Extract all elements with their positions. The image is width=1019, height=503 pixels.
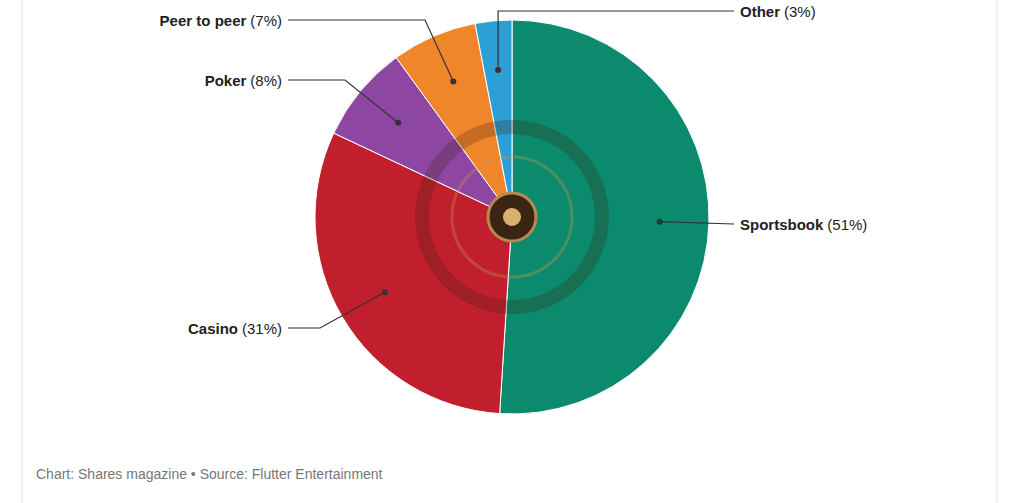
value-label: (31%) (242, 320, 282, 337)
value-label: (3%) (784, 3, 816, 20)
labels: Sportsbook(51%) Casino(31%) Poker(8%) Peer … (160, 3, 868, 337)
leader-dot (382, 289, 388, 295)
source: Chart: Shares magazine • Source: Flutter… (36, 466, 383, 482)
slice-label: Sportsbook(51%) (740, 216, 867, 233)
wheel-ring (452, 157, 572, 277)
slice-label: Other(3%) (740, 3, 816, 20)
category-name: Peer to peer (160, 12, 247, 29)
leader-line (498, 11, 734, 70)
leader-dot (395, 120, 401, 126)
category-name: Sportsbook (740, 216, 824, 233)
category-name: Other (740, 3, 780, 20)
frame-line (997, 0, 998, 503)
pie-slice (475, 20, 512, 217)
leader-line (660, 222, 734, 224)
leader-line (288, 20, 453, 81)
category-name: Casino (188, 320, 238, 337)
wheel-ring (422, 127, 602, 307)
slices (315, 20, 709, 414)
chart: Sportsbook(51%) Casino(31%) Poker(8%) Peer … (0, 0, 1019, 503)
leader-dot (495, 67, 501, 73)
slice-label: Casino(31%) (188, 320, 282, 337)
frame-line (22, 0, 23, 503)
slice-label: Peer to peer(7%) (160, 12, 282, 29)
leader-line (288, 80, 398, 123)
leader-line (288, 292, 385, 328)
slice-label: Poker(8%) (205, 72, 282, 89)
leader-dot (657, 219, 663, 225)
leader-dot (450, 78, 456, 84)
category-name: Poker (205, 72, 247, 89)
decoration (422, 127, 602, 307)
wheel-hub (503, 208, 521, 226)
value-label: (8%) (250, 72, 282, 89)
value-label: (7%) (250, 12, 282, 29)
value-label: (51%) (827, 216, 867, 233)
wheel-hub (488, 193, 536, 241)
